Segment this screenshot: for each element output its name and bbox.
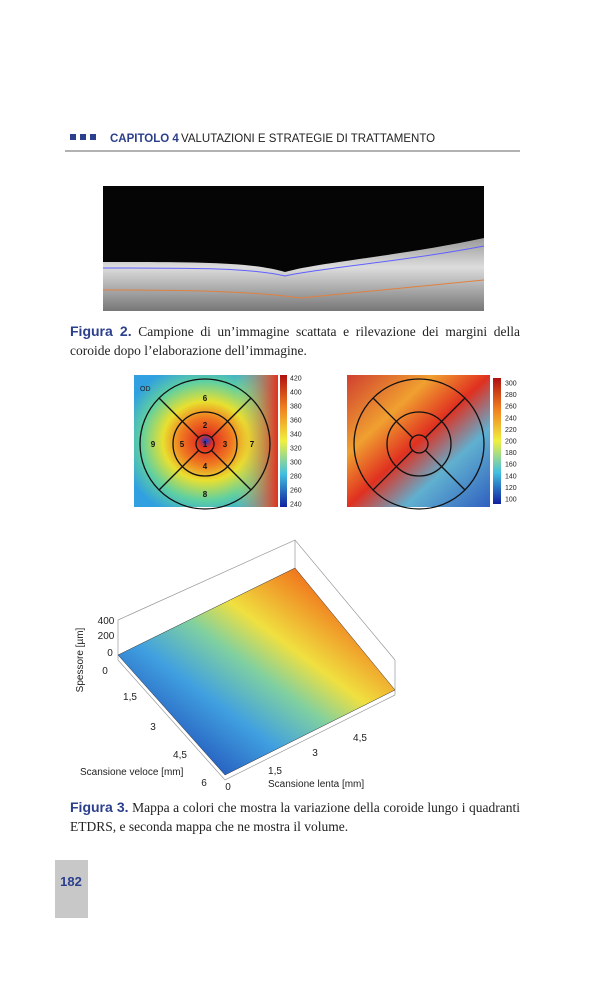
- map2: [347, 375, 501, 510]
- colorbar-label: 160: [505, 462, 517, 469]
- colorbar-label: 340: [290, 432, 302, 439]
- chapter-title: VALUTAZIONI E STRATEGIE DI TRATTAMENTO: [181, 133, 435, 145]
- sector-label: 4: [203, 462, 208, 471]
- sector-label: 9: [151, 440, 156, 449]
- colorbar-label: 320: [290, 446, 302, 453]
- colorbar-label: 120: [505, 485, 517, 492]
- colorbar-label: 380: [290, 404, 302, 411]
- page-number-text: 182: [60, 874, 82, 889]
- x-axis-label: Scansione veloce [mm]: [80, 767, 184, 778]
- figure2-caption: Figura 2. Campione di un’immagine scatta…: [70, 322, 520, 360]
- oct-margin: [102, 245, 485, 277]
- colorbar-label: 240: [290, 502, 302, 509]
- x-tick-label: 0: [102, 666, 108, 677]
- header-square: [90, 134, 96, 140]
- plot3d-box: [117, 539, 396, 781]
- y-tick-label: 1,5: [268, 766, 282, 777]
- colorbar-label: 300: [505, 381, 517, 388]
- colorbar-label: 420: [290, 376, 302, 383]
- figure3-caption: Figura 3. Mappa a colori che mostra la v…: [70, 798, 520, 836]
- sector-label: 5: [180, 440, 185, 449]
- oct-image: [102, 186, 485, 311]
- colorbar-label: 180: [505, 450, 517, 457]
- colorbar-label: 240: [505, 415, 517, 422]
- colorbar-label: 260: [290, 488, 302, 495]
- sector-label: 6: [203, 394, 208, 403]
- colorbar-label: 200: [505, 439, 517, 446]
- colorbar-label: 280: [290, 474, 302, 481]
- sector-label: 1: [203, 440, 208, 449]
- colorbar-label: 360: [290, 418, 302, 425]
- y-tick-label: 0: [225, 782, 231, 793]
- map1-colorbar: [280, 375, 287, 507]
- colorbar-label: 220: [505, 427, 517, 434]
- z-tick-label: 0: [107, 648, 113, 659]
- y-axis-label: Scansione lenta [mm]: [268, 779, 364, 790]
- y-tick-label: 3: [312, 748, 318, 759]
- z-tick-label: 400: [98, 616, 115, 627]
- colorbar-label: 100: [505, 497, 517, 504]
- figure-label: Figura 3.: [70, 799, 129, 815]
- oct-margin: [102, 279, 485, 299]
- colorbar-label: 280: [505, 392, 517, 399]
- x-tick-label: 4,5: [173, 750, 187, 761]
- map1-corner: OD: [140, 386, 151, 393]
- z-tick-label: 200: [98, 631, 115, 642]
- map1: OD: [134, 375, 287, 510]
- header-square: [80, 134, 86, 140]
- map2-colorbar: [493, 378, 501, 504]
- y-tick-label: 4,5: [353, 733, 367, 744]
- caption-text: Campione di un’immagine scattata e rilev…: [70, 324, 520, 358]
- sector-label: 8: [203, 490, 208, 499]
- header: CAPITOLO 4 VALUTAZIONI E STRATEGIE DI TR…: [65, 133, 520, 152]
- colorbar-label: 140: [505, 473, 517, 480]
- x-tick-label: 3: [150, 722, 156, 733]
- plot3d: Spessore [µm] Scansione veloce [mm] Scan…: [75, 539, 396, 790]
- z-axis-label: Spessore [µm]: [75, 627, 86, 692]
- map1-overlay: [134, 375, 278, 507]
- chapter: CAPITOLO 4: [110, 133, 179, 145]
- map2-image: [347, 375, 490, 507]
- page-number: 182: [55, 860, 88, 918]
- figure-label: Figura 2.: [70, 323, 132, 339]
- map2-grid: [353, 378, 485, 510]
- colorbar-label: 260: [505, 404, 517, 411]
- plot3d-surface: [117, 567, 396, 776]
- x-tick-label: 1,5: [123, 692, 137, 703]
- map1-grid: [139, 378, 271, 510]
- sector-label: 3: [223, 440, 228, 449]
- colorbar-label: 400: [290, 390, 302, 397]
- sector-label: 2: [203, 421, 208, 430]
- header-square: [70, 134, 76, 140]
- x-tick-label: 6: [201, 778, 207, 789]
- colorbar-label: 300: [290, 460, 302, 467]
- sector-label: 7: [250, 440, 255, 449]
- caption-text: Mappa a colori che mostra la variazione …: [70, 800, 520, 834]
- page-tab: [55, 860, 88, 918]
